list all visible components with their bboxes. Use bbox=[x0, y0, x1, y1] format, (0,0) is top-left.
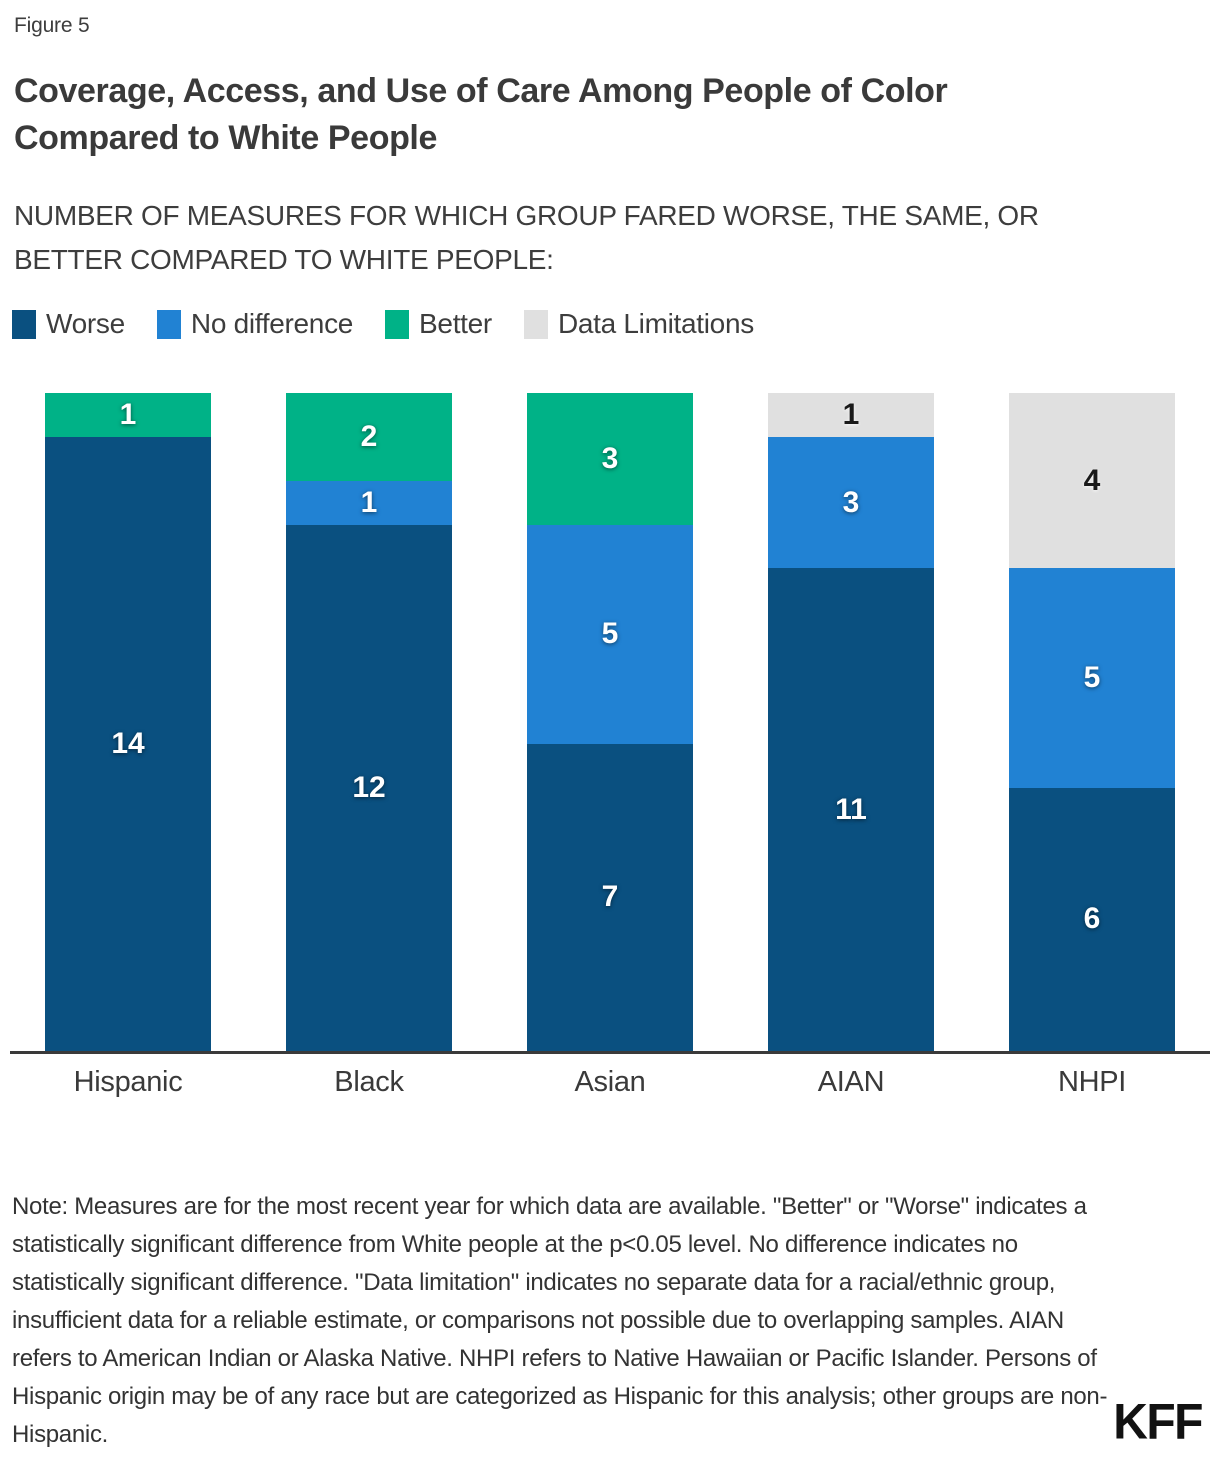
bar-asian: 3 5 7 bbox=[527, 393, 693, 1051]
bar-segment-value: 6 bbox=[1083, 902, 1101, 936]
bar-segment-value: 2 bbox=[360, 419, 378, 453]
bar-segment-value: 1 bbox=[119, 397, 137, 431]
legend-label: No difference bbox=[190, 308, 354, 339]
legend-item: Worse bbox=[12, 308, 125, 340]
legend-label: Data Limitations bbox=[557, 308, 754, 339]
bar-segment-value: 3 bbox=[842, 485, 860, 519]
chart-title-line1: Coverage, Access, and Use of Care Among … bbox=[14, 72, 948, 110]
stacked-bar-chart: 1 14 2 1 12 3 5 7 1 3 11 4 5 6 bbox=[0, 393, 1220, 1051]
legend-label: Better bbox=[419, 308, 492, 339]
bar-nhpi: 4 5 6 bbox=[1009, 393, 1175, 1051]
legend-swatch-icon bbox=[156, 309, 181, 339]
bar-segment-value: 5 bbox=[1083, 661, 1101, 695]
legend-item: Better bbox=[385, 308, 492, 340]
legend-swatch-icon bbox=[12, 309, 36, 339]
bar-segment-value: 11 bbox=[835, 792, 867, 826]
bar-segment-value: 14 bbox=[111, 726, 145, 760]
category-label: Hispanic bbox=[73, 1066, 183, 1098]
bar-segment-value: 1 bbox=[842, 397, 860, 431]
category-label: Asian bbox=[574, 1066, 646, 1098]
bar-segment: 2 bbox=[286, 393, 452, 481]
bar-segment: 5 bbox=[527, 524, 693, 744]
x-axis-line bbox=[10, 1051, 1210, 1054]
bar-segment: 4 bbox=[1009, 393, 1175, 569]
legend-item: Data Limitations bbox=[523, 308, 754, 340]
kff-logo: KFF bbox=[1113, 1394, 1203, 1451]
bar-segment: 11 bbox=[768, 568, 934, 1051]
legend-swatch-icon bbox=[523, 309, 548, 339]
bar-hispanic: 1 14 bbox=[45, 393, 211, 1051]
bar-aian: 1 3 11 bbox=[768, 393, 934, 1051]
legend-label: Worse bbox=[46, 308, 125, 339]
bar-segment-value: 7 bbox=[601, 880, 619, 914]
chart-title-line2: Compared to White People bbox=[14, 119, 437, 157]
bar-segment: 6 bbox=[1009, 787, 1175, 1051]
bar-segment: 7 bbox=[527, 743, 693, 1051]
bar-segment: 3 bbox=[527, 393, 693, 525]
legend: Worse No difference Better Data Limitations bbox=[12, 308, 754, 340]
category-label: Black bbox=[334, 1066, 404, 1098]
category-label: NHPI bbox=[1057, 1066, 1127, 1098]
bars: 1 14 2 1 12 3 5 7 1 3 11 4 5 6 bbox=[0, 393, 1220, 1051]
bar-segment-value: 1 bbox=[360, 485, 378, 519]
chart-title: Coverage, Access, and Use of Care Among … bbox=[14, 68, 948, 162]
bar-black: 2 1 12 bbox=[286, 393, 452, 1051]
legend-swatch-icon bbox=[385, 309, 410, 339]
bar-segment: 1 bbox=[768, 393, 934, 437]
bar-segment: 12 bbox=[286, 524, 452, 1051]
chart-subtitle: NUMBER OF MEASURES FOR WHICH GROUP FARED… bbox=[14, 194, 1039, 282]
bar-segment: 3 bbox=[768, 436, 934, 569]
chart-subtitle-line2: BETTER COMPARED TO WHITE PEOPLE: bbox=[14, 244, 554, 275]
bar-segment: 1 bbox=[45, 393, 211, 437]
category-labels: Hispanic Black Asian AIAN NHPI bbox=[0, 1066, 1220, 1099]
bar-segment: 5 bbox=[1009, 568, 1175, 788]
bar-segment-value: 3 bbox=[601, 441, 619, 475]
bar-segment-value: 12 bbox=[352, 770, 386, 804]
category-label: AIAN bbox=[817, 1066, 885, 1098]
bar-segment: 14 bbox=[45, 436, 211, 1051]
footnote: Note: Measures are for the most recent y… bbox=[12, 1193, 1108, 1448]
chart-subtitle-line1: NUMBER OF MEASURES FOR WHICH GROUP FARED… bbox=[14, 200, 1039, 231]
bar-segment-value: 5 bbox=[601, 617, 619, 651]
bar-segment: 1 bbox=[286, 480, 452, 525]
figure-number: Figure 5 bbox=[14, 14, 90, 37]
bar-segment-value: 4 bbox=[1083, 463, 1101, 497]
legend-item: No difference bbox=[156, 308, 354, 340]
